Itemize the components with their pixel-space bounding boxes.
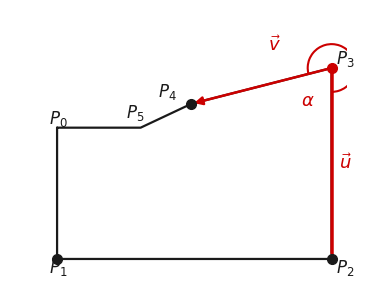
Text: $\alpha$: $\alpha$ bbox=[301, 92, 315, 110]
Text: $P_3$: $P_3$ bbox=[336, 49, 355, 69]
Text: $P_2$: $P_2$ bbox=[336, 258, 354, 278]
Text: $P_1$: $P_1$ bbox=[49, 258, 67, 278]
Text: $P_5$: $P_5$ bbox=[126, 103, 144, 123]
Text: $\vec{v}$: $\vec{v}$ bbox=[268, 35, 281, 54]
Text: $\vec{u}$: $\vec{u}$ bbox=[339, 154, 352, 174]
Text: $P_0$: $P_0$ bbox=[49, 109, 67, 129]
Text: $P_4$: $P_4$ bbox=[158, 82, 176, 102]
